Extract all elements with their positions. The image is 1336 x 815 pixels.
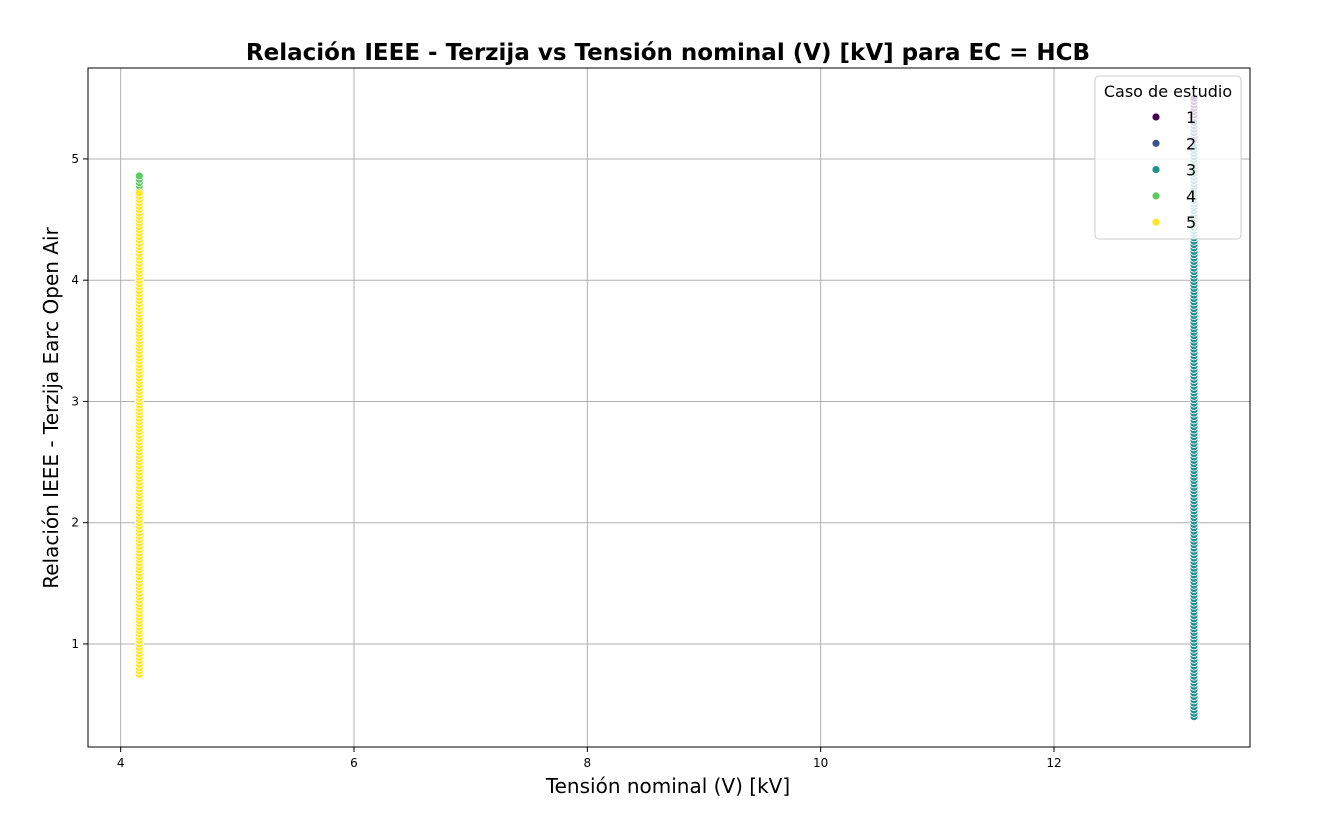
y-tick-label: 1 — [71, 637, 79, 651]
series-5 — [134, 188, 144, 679]
plot-frame — [87, 67, 1251, 748]
x-tick-label: 6 — [350, 756, 358, 770]
legend-label-4: 4 — [1186, 187, 1196, 206]
point-series-4 — [134, 171, 144, 181]
legend-marker-3 — [1151, 165, 1161, 175]
point-series-5 — [134, 188, 144, 198]
x-tick-label: 12 — [1046, 756, 1061, 770]
x-tick-label: 8 — [584, 756, 592, 770]
x-tick-label: 4 — [117, 756, 125, 770]
legend-marker-2 — [1151, 138, 1161, 148]
y-tick-label: 3 — [71, 394, 79, 408]
legend-label-3: 3 — [1186, 161, 1196, 180]
legend-marker-1 — [1151, 112, 1161, 122]
y-tick-label: 5 — [71, 152, 79, 166]
y-axis-label: Relación IEEE - Terzija Earc Open Air — [39, 226, 63, 588]
legend-label-5: 5 — [1186, 213, 1196, 232]
grid — [88, 68, 1250, 747]
y-tick-label: 2 — [71, 516, 79, 530]
legend-label-1: 1 — [1186, 108, 1196, 127]
legend-title: Caso de estudio — [1104, 82, 1232, 101]
legend: Caso de estudio 1 2 3 4 5 — [1094, 75, 1242, 240]
y-tick-label: 4 — [71, 273, 79, 287]
legend-label-2: 2 — [1186, 134, 1196, 153]
x-tick-label: 10 — [813, 756, 828, 770]
legend-marker-4 — [1151, 191, 1161, 201]
chart-title: Relación IEEE - Terzija vs Tensión nomin… — [246, 40, 1090, 66]
legend-box — [1094, 75, 1242, 240]
legend-marker-5 — [1151, 217, 1161, 227]
x-axis-label: Tensión nominal (V) [kV] — [545, 774, 790, 798]
